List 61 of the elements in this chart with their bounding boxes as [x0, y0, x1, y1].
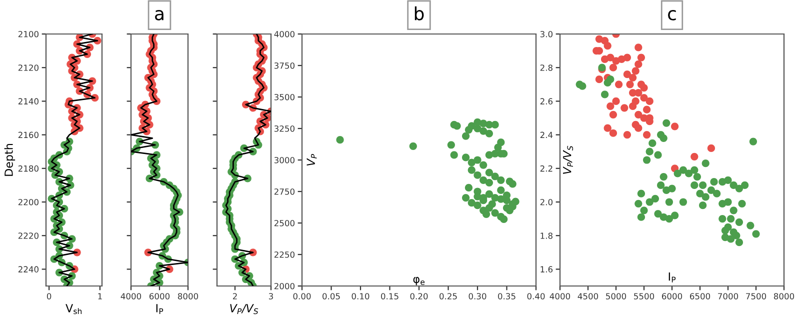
- y-tick-label: 2.0: [540, 198, 553, 206]
- x-tick-label: 6500: [690, 293, 710, 300]
- y-tick-label: 2160: [18, 132, 38, 138]
- x-tick-label: 5500: [634, 293, 654, 300]
- x-tick-label: 8000: [774, 293, 794, 300]
- y-tick-label: 2750: [274, 188, 294, 195]
- y-tick-label: 2100: [18, 30, 38, 38]
- y-tick-label: 2180: [18, 165, 38, 172]
- y-tick-label: 1.6: [540, 266, 553, 272]
- x-tick-label: 0.15: [381, 293, 398, 300]
- y-tick-label: 2140: [18, 98, 38, 104]
- x-tick-label: 4000: [550, 293, 570, 300]
- x-tick-label: 0.10: [352, 293, 370, 300]
- chart-title: a: [155, 10, 164, 20]
- y-tick-label: 4000: [274, 30, 294, 38]
- y-tick-label: 2.2: [540, 165, 552, 172]
- x-tick-label: 7500: [746, 293, 766, 300]
- x-tick-label: 0.05: [322, 293, 340, 300]
- y-tick-label: 2.6: [540, 98, 553, 104]
- x-tick-label: 0.40: [527, 293, 545, 300]
- x-tick-label: 0.00: [293, 293, 311, 300]
- x-tick-label: 7000: [718, 293, 738, 300]
- x-axis-title: I$_{P}$: [156, 304, 164, 314]
- x-tick-label: 2: [232, 293, 237, 300]
- x-tick-label: 4500: [578, 293, 598, 300]
- y-tick-label: 3500: [274, 94, 294, 100]
- x-tick-label: 0.35: [498, 293, 516, 300]
- x-tick-label: 0: [46, 293, 52, 300]
- y-tick-label: 3000: [274, 156, 294, 164]
- x-axis-title: I$_{P}$: [668, 272, 676, 282]
- y-tick-label: 2.8: [540, 64, 552, 71]
- x-tick-label: 6000: [662, 293, 682, 300]
- x-axis-title: V$_{P}$/V$_{S}$: [230, 304, 258, 314]
- y-tick-label: 2250: [274, 251, 294, 258]
- chart-title: c: [668, 10, 676, 20]
- x-axis-title: V$_{sh}$: [66, 304, 82, 314]
- x-axis-title: φ$_{e}$: [413, 276, 425, 286]
- x-tick-label: 0.20: [410, 293, 428, 300]
- y-tick-label: 2500: [274, 220, 294, 226]
- x-tick-label: 4000: [120, 293, 142, 300]
- y-axis-title: V$_{P}$: [306, 154, 317, 166]
- x-tick-label: 6000: [149, 293, 170, 300]
- y-tick-label: 2240: [18, 266, 38, 272]
- x-tick-label: 8000: [178, 293, 198, 300]
- y-tick-label: 2120: [18, 64, 38, 71]
- x-tick-label: 3: [268, 293, 273, 300]
- y-axis-title: Depth: [4, 144, 16, 176]
- x-tick-label: 0.25: [440, 293, 457, 300]
- y-axis-title: V$_{P}$/V$_{S}$: [563, 146, 574, 174]
- y-tick-label: 3250: [274, 125, 294, 132]
- chart-title: b: [414, 6, 424, 20]
- x-tick-label: 5000: [606, 293, 626, 300]
- x-tick-label: 0.30: [468, 293, 486, 300]
- y-tick-label: 2220: [18, 232, 38, 239]
- y-tick-label: 2000: [274, 282, 294, 290]
- x-tick-label: 1: [98, 293, 102, 300]
- y-tick-label: 2.4: [540, 132, 553, 138]
- y-tick-label: 1.8: [540, 232, 552, 239]
- y-tick-label: 3.0: [540, 30, 553, 38]
- y-tick-label: 2200: [18, 198, 38, 206]
- y-tick-label: 3750: [274, 62, 294, 69]
